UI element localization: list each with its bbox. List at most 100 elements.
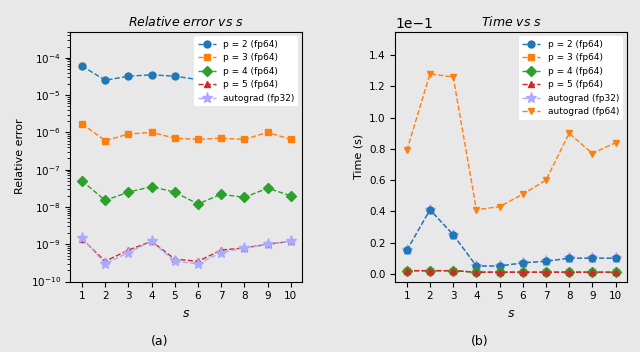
Line: p = 2 (fp64): p = 2 (fp64) <box>79 63 294 84</box>
p = 3 (fp64) <box>101 139 109 143</box>
Line: p = 4 (fp64): p = 4 (fp64) <box>403 267 619 276</box>
p = 5 (fp64) <box>449 269 457 273</box>
autograd (fp32) <box>612 256 620 260</box>
autograd (fp32) <box>403 248 411 252</box>
p = 2 (fp64) <box>565 256 573 260</box>
autograd (fp32) <box>589 256 596 260</box>
p = 2 (fp64) <box>287 76 294 81</box>
p = 4 (fp64) <box>472 270 480 274</box>
autograd (fp64) <box>589 151 596 156</box>
autograd (fp32) <box>264 242 271 246</box>
autograd (fp32) <box>519 261 527 265</box>
p = 2 (fp64) <box>218 76 225 81</box>
Line: autograd (fp64): autograd (fp64) <box>403 70 619 213</box>
Title: Time vs $s$: Time vs $s$ <box>481 15 541 29</box>
p = 2 (fp64) <box>542 259 550 263</box>
p = 3 (fp64) <box>403 269 411 273</box>
p = 5 (fp64) <box>472 270 480 274</box>
p = 4 (fp64) <box>496 270 504 274</box>
autograd (fp32) <box>241 246 248 250</box>
p = 5 (fp64) <box>101 259 109 263</box>
autograd (fp64) <box>449 75 457 79</box>
p = 5 (fp64) <box>125 248 132 252</box>
p = 3 (fp64) <box>194 137 202 142</box>
Line: p = 2 (fp64): p = 2 (fp64) <box>403 206 619 269</box>
autograd (fp32) <box>148 239 156 244</box>
p = 3 (fp64) <box>496 270 504 274</box>
p = 4 (fp64) <box>264 186 271 190</box>
p = 3 (fp64) <box>148 130 156 134</box>
p = 5 (fp64) <box>148 239 156 244</box>
p = 4 (fp64) <box>612 270 620 274</box>
p = 4 (fp64) <box>148 184 156 189</box>
Legend: p = 2 (fp64), p = 3 (fp64), p = 4 (fp64), p = 5 (fp64), autograd (fp32): p = 2 (fp64), p = 3 (fp64), p = 4 (fp64)… <box>194 36 298 106</box>
p = 4 (fp64) <box>218 192 225 196</box>
p = 3 (fp64) <box>287 137 294 142</box>
autograd (fp32) <box>171 259 179 263</box>
p = 5 (fp64) <box>171 257 179 261</box>
p = 4 (fp64) <box>78 179 86 183</box>
autograd (fp32) <box>426 208 434 212</box>
p = 4 (fp64) <box>449 269 457 273</box>
p = 5 (fp64) <box>565 270 573 274</box>
Title: Relative error vs $s$: Relative error vs $s$ <box>129 15 244 29</box>
p = 5 (fp64) <box>612 270 620 274</box>
autograd (fp32) <box>565 256 573 260</box>
p = 5 (fp64) <box>78 237 86 241</box>
autograd (fp64) <box>403 148 411 152</box>
p = 4 (fp64) <box>194 202 202 206</box>
p = 3 (fp64) <box>218 136 225 140</box>
p = 2 (fp64) <box>519 261 527 265</box>
autograd (fp64) <box>519 192 527 196</box>
p = 3 (fp64) <box>472 270 480 274</box>
autograd (fp32) <box>496 264 504 268</box>
p = 5 (fp64) <box>194 259 202 263</box>
p = 2 (fp64) <box>612 256 620 260</box>
p = 2 (fp64) <box>171 74 179 78</box>
Y-axis label: Relative error: Relative error <box>15 119 25 194</box>
p = 3 (fp64) <box>171 136 179 140</box>
Line: p = 4 (fp64): p = 4 (fp64) <box>79 177 294 207</box>
p = 3 (fp64) <box>241 137 248 142</box>
p = 2 (fp64) <box>426 208 434 212</box>
p = 3 (fp64) <box>589 270 596 274</box>
autograd (fp64) <box>472 208 480 212</box>
p = 2 (fp64) <box>496 264 504 268</box>
p = 3 (fp64) <box>449 269 457 273</box>
p = 3 (fp64) <box>125 132 132 136</box>
p = 5 (fp64) <box>496 270 504 274</box>
p = 2 (fp64) <box>78 64 86 68</box>
autograd (fp32) <box>125 251 132 255</box>
p = 4 (fp64) <box>542 270 550 274</box>
Text: (a): (a) <box>151 335 169 348</box>
autograd (fp32) <box>449 233 457 237</box>
p = 2 (fp64) <box>101 78 109 82</box>
p = 2 (fp64) <box>148 73 156 77</box>
p = 5 (fp64) <box>589 270 596 274</box>
X-axis label: $s$: $s$ <box>507 307 515 320</box>
autograd (fp32) <box>287 239 294 244</box>
p = 4 (fp64) <box>589 270 596 274</box>
Line: p = 3 (fp64): p = 3 (fp64) <box>79 120 294 144</box>
p = 4 (fp64) <box>125 190 132 194</box>
autograd (fp64) <box>612 140 620 145</box>
autograd (fp64) <box>542 178 550 182</box>
p = 5 (fp64) <box>426 269 434 273</box>
X-axis label: $s$: $s$ <box>182 307 191 320</box>
Line: autograd (fp32): autograd (fp32) <box>76 232 296 269</box>
p = 4 (fp64) <box>519 270 527 274</box>
p = 4 (fp64) <box>426 269 434 273</box>
Line: p = 5 (fp64): p = 5 (fp64) <box>403 267 619 276</box>
p = 4 (fp64) <box>241 195 248 200</box>
p = 5 (fp64) <box>218 248 225 252</box>
p = 3 (fp64) <box>612 270 620 274</box>
p = 3 (fp64) <box>426 269 434 273</box>
p = 2 (fp64) <box>589 256 596 260</box>
p = 3 (fp64) <box>78 122 86 126</box>
autograd (fp32) <box>194 262 202 266</box>
autograd (fp32) <box>101 262 109 266</box>
p = 4 (fp64) <box>101 198 109 202</box>
p = 2 (fp64) <box>472 264 480 268</box>
p = 2 (fp64) <box>241 77 248 81</box>
autograd (fp32) <box>542 259 550 263</box>
